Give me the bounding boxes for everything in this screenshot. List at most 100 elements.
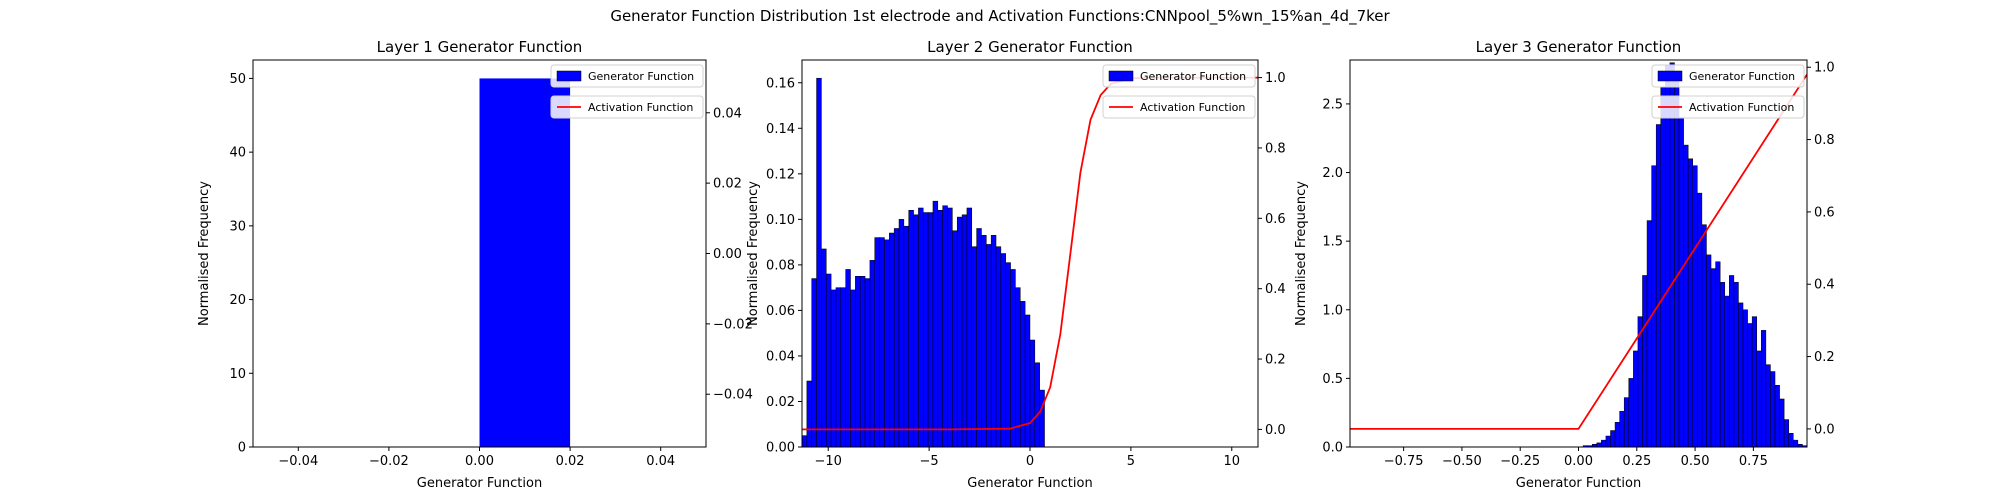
- histogram-bar: [898, 219, 905, 447]
- legend-generator: Generator Function: [550, 64, 704, 88]
- histogram-bar: [1724, 295, 1730, 447]
- histogram-bar: [952, 230, 958, 447]
- y-tick-label: 0.14: [766, 122, 795, 137]
- histogram-bar: [990, 235, 997, 447]
- legend-box: [550, 64, 704, 88]
- y2-tick-label: 1.0: [1814, 61, 1835, 76]
- legend-label: Activation Function: [1140, 101, 1245, 114]
- x-tick-label: −0.75: [1384, 454, 1424, 469]
- y-tick-label: 20: [229, 293, 246, 308]
- figure-suptitle: Generator Function Distribution 1st elec…: [610, 7, 1390, 26]
- histogram-bars: [802, 77, 1045, 447]
- y-tick-label: 0.12: [766, 167, 795, 182]
- legend-swatch: [1108, 70, 1134, 82]
- panel-layer-3: −0.75 −0.50 −0.25 0.00 0.25 0.50 0.75 0.0 0.5 1.0…: [1294, 38, 1835, 491]
- legend-box: [1102, 95, 1256, 119]
- legend-generator: Generator Function: [1651, 64, 1805, 88]
- histogram-bar: [918, 207, 924, 447]
- y-tick-label: 0.5: [1322, 372, 1343, 387]
- histogram-bar: [1029, 339, 1036, 447]
- panel-title: Layer 3 Generator Function: [1476, 38, 1682, 56]
- histogram-bars: [479, 78, 571, 447]
- y2-tick-label: 0.0: [1814, 422, 1835, 437]
- y2-tick-label: 0.8: [1814, 133, 1835, 148]
- histogram-bar: [1665, 65, 1671, 447]
- legend-box: [1102, 64, 1256, 88]
- y2-tick-label: 0.0: [1265, 423, 1286, 438]
- y-axis-label: Normalised Frequency: [197, 181, 212, 326]
- y2-tick-label: 0.6: [1265, 212, 1286, 227]
- histogram-bar: [850, 289, 856, 447]
- histogram-bar: [1646, 220, 1652, 447]
- x-tick-label: 0.04: [646, 454, 675, 469]
- histogram-bar: [893, 228, 900, 447]
- panel-title: Layer 2 Generator Function: [927, 38, 1133, 56]
- legend-label: Generator Function: [1140, 70, 1246, 83]
- panel-layer-1: −0.04 −0.02 0.00 0.02 0.04 0 10 20 30 40 50 −0.04 −0…: [197, 38, 753, 491]
- y2-tick-label: 0.02: [713, 177, 742, 192]
- x-tick-label: 0.75: [1739, 454, 1768, 469]
- histogram-bar: [859, 276, 866, 447]
- y-tick-label: 0.00: [766, 441, 795, 456]
- x-tick-label: −0.25: [1500, 454, 1540, 469]
- histogram-bar: [1779, 398, 1785, 447]
- y-tick-label: 40: [229, 146, 246, 161]
- y2-tick-label: 0.00: [713, 247, 742, 262]
- histogram-bar: [1655, 124, 1662, 447]
- y-tick-label: 1.0: [1322, 303, 1343, 318]
- histogram-bar: [840, 287, 846, 447]
- y-tick-label: 2.5: [1322, 97, 1343, 112]
- y-tick-label: 10: [229, 367, 246, 382]
- y2-tick-label: 1.0: [1265, 71, 1286, 86]
- histogram-bar: [1793, 439, 1799, 447]
- histogram-bar: [835, 287, 842, 447]
- histogram-bar: [1783, 419, 1789, 447]
- histogram-bar: [879, 237, 885, 447]
- x-axis-label: Generator Function: [967, 476, 1092, 491]
- histogram-bar: [1034, 362, 1040, 447]
- x-tick-label: 0.25: [1622, 454, 1651, 469]
- histogram-bar: [971, 246, 977, 447]
- y2-tick-label: 0.2: [1814, 350, 1835, 365]
- histogram-bar: [932, 200, 939, 447]
- histogram-bar: [995, 246, 1002, 447]
- histogram-bars: [1582, 62, 1807, 447]
- histogram-bar: [1614, 422, 1620, 447]
- x-tick-label: 10: [1223, 454, 1240, 469]
- histogram-bar: [976, 228, 982, 447]
- y-tick-label: 30: [229, 219, 246, 234]
- legend-generator: Generator Function: [1102, 64, 1256, 88]
- y-tick-label: 0.16: [766, 76, 795, 91]
- x-tick-label: 0.02: [556, 454, 585, 469]
- legend-label: Activation Function: [1689, 101, 1794, 114]
- x-tick-label: 0.50: [1681, 454, 1710, 469]
- y-tick-label: 0.04: [766, 349, 795, 364]
- activation-line: [1350, 74, 1807, 430]
- histogram-bar: [1605, 435, 1611, 447]
- y-tick-label: 0: [238, 441, 246, 456]
- histogram-bar: [961, 214, 968, 447]
- x-axis-label: Generator Function: [1516, 476, 1641, 491]
- histogram-bar: [1692, 165, 1698, 447]
- y-tick-label: 2.0: [1322, 166, 1343, 181]
- histogram-bar: [855, 276, 861, 447]
- histogram-bar: [802, 435, 808, 447]
- y-tick-label: 50: [229, 72, 246, 87]
- histogram-bar: [947, 207, 953, 447]
- histogram-bar: [1005, 262, 1011, 447]
- histogram-bar: [816, 77, 822, 447]
- histogram-bar: [1619, 411, 1625, 447]
- histogram-bar: [937, 209, 943, 447]
- histogram-bar: [1015, 287, 1021, 447]
- y-tick-label: 0.08: [766, 258, 795, 273]
- histogram-bar: [1706, 254, 1712, 447]
- histogram-bar: [1770, 371, 1776, 447]
- y-tick-label: 0.0: [1322, 441, 1343, 456]
- histogram-bar: [1678, 117, 1684, 447]
- histogram-bar: [806, 380, 812, 447]
- histogram-bar: [1742, 309, 1748, 447]
- x-tick-label: −0.04: [278, 454, 318, 469]
- y-tick-label: 1.5: [1322, 235, 1343, 250]
- histogram-bar: [956, 216, 963, 447]
- panel-title: Layer 1 Generator Function: [377, 38, 583, 56]
